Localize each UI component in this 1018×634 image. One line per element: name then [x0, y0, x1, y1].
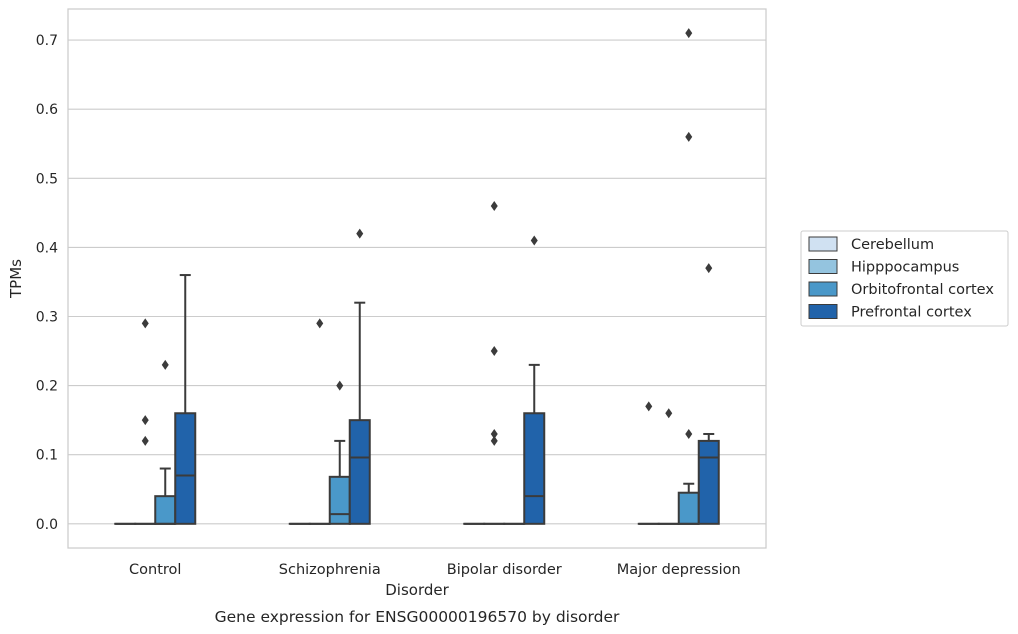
legend-item: Prefrontal cortex [808, 304, 972, 321]
y-tick-label: 0.2 [36, 379, 58, 395]
box-group [637, 401, 660, 525]
box-group [523, 235, 546, 525]
box [523, 412, 546, 525]
y-tick-label: 0.3 [36, 310, 58, 326]
legend-swatch [808, 259, 838, 274]
outlier-point [685, 131, 693, 142]
outlier-point [490, 346, 498, 357]
outlier-point [685, 28, 693, 39]
y-tick-label: 0.1 [36, 448, 58, 464]
y-tick-labels: 0.0 0.1 0.2 0.3 0.4 0.5 0.6 0.7 [36, 33, 58, 533]
plot-area-frame [67, 8, 767, 549]
box-group [657, 408, 680, 525]
legend-label: Orbitofrontal cortex [851, 282, 994, 298]
x-axis-label: Disorder [385, 581, 449, 599]
legend-swatch [808, 304, 838, 319]
chart-caption: Gene expression for ENSG00000196570 by d… [215, 608, 620, 626]
box [154, 495, 177, 525]
y-tick-label: 0.4 [36, 240, 58, 256]
box-group [348, 228, 371, 525]
legend-label: Prefrontal cortex [851, 305, 972, 321]
y-tick-label: 0.5 [36, 171, 58, 187]
outlier-point [705, 263, 713, 274]
box-group [697, 263, 720, 525]
outlier-point [336, 380, 344, 391]
box-group [154, 359, 177, 525]
legend-swatch [808, 236, 838, 252]
outlier-point [665, 408, 673, 419]
y-gridlines [68, 39, 766, 525]
outlier-point [530, 235, 538, 246]
box-group [483, 200, 506, 525]
legend: Cerebellum Hipppocampus Orbitofrontal cort… [800, 230, 1009, 327]
outlier-point [645, 401, 653, 412]
box-group [174, 274, 197, 525]
box-group [328, 380, 351, 525]
outlier-point [490, 428, 498, 439]
legend-frame [800, 230, 1009, 327]
legend-label: Hipppocampus [851, 260, 959, 276]
legend-item: Hipppocampus [808, 259, 959, 276]
x-tick-label: Major depression [617, 562, 741, 578]
x-tick-label: Bipolar disorder [447, 562, 562, 578]
box-group [677, 28, 700, 525]
outlier-point [141, 415, 149, 426]
y-axis-label: TPMs [7, 259, 25, 299]
outlier-point [316, 318, 324, 329]
y-tick-label: 0.0 [36, 517, 58, 533]
outlier-point [161, 359, 169, 370]
outlier-point [356, 228, 364, 239]
box [697, 439, 720, 525]
outlier-point [685, 428, 693, 439]
legend-label: Cerebellum [851, 237, 934, 253]
outlier-point [141, 318, 149, 329]
x-tick-labels: Control Schizophrenia Bipolar disorder Majo… [129, 562, 741, 578]
outlier-point [141, 435, 149, 446]
x-tick-label: Control [129, 562, 181, 578]
outlier-point [490, 435, 498, 446]
box-group [134, 318, 157, 525]
box [328, 475, 351, 525]
y-tick-label: 0.6 [36, 102, 58, 118]
legend-item: Orbitofrontal cortex [808, 281, 994, 298]
boxplots [114, 28, 720, 525]
box [677, 491, 700, 525]
legend-items: Cerebellum Hipppocampus Orbitofrontal cort… [808, 236, 994, 321]
box [174, 412, 197, 525]
y-tick-label: 0.7 [36, 33, 58, 49]
box-group [308, 318, 331, 525]
outlier-point [490, 200, 498, 211]
legend-item: Cerebellum [808, 236, 934, 253]
legend-swatch [808, 281, 838, 297]
x-tick-label: Schizophrenia [279, 562, 381, 578]
box [348, 419, 371, 525]
